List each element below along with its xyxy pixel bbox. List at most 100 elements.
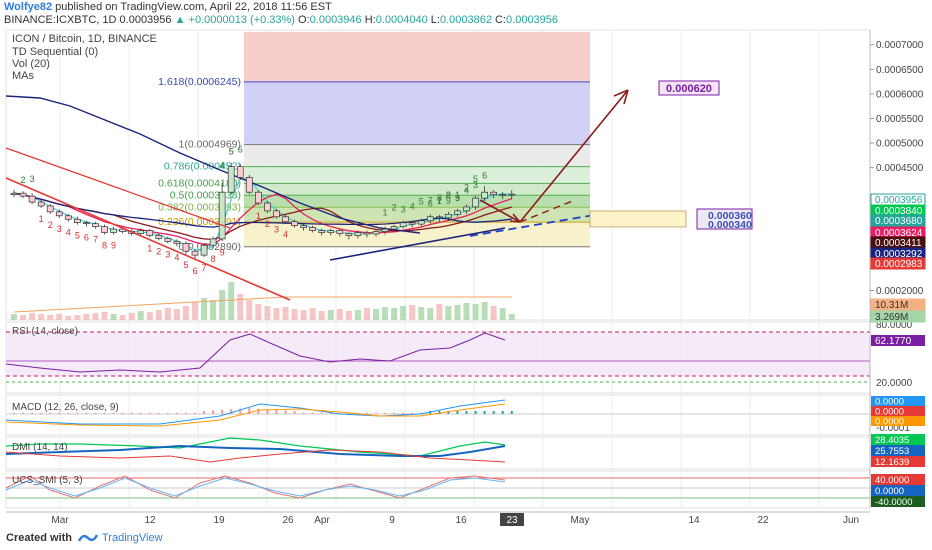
td-up-number: 5 bbox=[473, 174, 478, 184]
price-change: +0.0000013 (+0.33%) bbox=[188, 14, 295, 26]
candle-body bbox=[264, 202, 271, 212]
volume-bar bbox=[101, 312, 108, 320]
dmi-badge bbox=[871, 456, 925, 467]
td-down-number: 5 bbox=[75, 231, 80, 241]
macd-histogram-bar bbox=[284, 410, 287, 414]
candle-body bbox=[354, 232, 362, 236]
td-up-number: 4 bbox=[464, 185, 469, 195]
candle-body bbox=[173, 241, 181, 244]
candle-body bbox=[110, 228, 117, 233]
candle-body bbox=[508, 193, 516, 196]
volume-bar bbox=[228, 282, 235, 320]
candle-body bbox=[209, 238, 217, 246]
volume-bar bbox=[327, 310, 334, 320]
rsi-label: RSI (14, close) bbox=[12, 326, 78, 337]
support-trendline bbox=[329, 227, 506, 261]
volume-bar bbox=[391, 308, 398, 320]
macd-histogram-bar bbox=[221, 409, 224, 414]
macd-histogram-bar bbox=[94, 412, 97, 414]
volume-bar bbox=[454, 305, 461, 320]
price-badge bbox=[870, 310, 926, 323]
td-down-number: 9 bbox=[111, 240, 116, 250]
time-axis[interactable]: Mar 12 19 26 Apr 9 16 23 May 14 22 Jun bbox=[6, 511, 870, 526]
macd-histogram-bar bbox=[492, 411, 495, 414]
volume-bars bbox=[11, 282, 515, 320]
candle-body bbox=[345, 233, 353, 236]
macd-histogram-bar bbox=[248, 408, 251, 414]
candle-body bbox=[164, 238, 172, 242]
candle-body bbox=[490, 191, 497, 196]
dashed-support bbox=[469, 213, 601, 237]
candle-body bbox=[408, 222, 416, 225]
author-name[interactable]: Wolfye82 bbox=[4, 1, 53, 13]
macd-histogram-bar bbox=[22, 412, 25, 414]
tradingview-logo-icon bbox=[78, 534, 98, 542]
candle-body bbox=[318, 230, 326, 233]
price-badge-label: 10.31M bbox=[875, 300, 908, 311]
candle-body bbox=[282, 216, 289, 223]
macd-histogram-bar bbox=[465, 411, 468, 414]
price-badge bbox=[870, 257, 926, 270]
macd-histogram-bar bbox=[103, 412, 106, 414]
candle-body bbox=[19, 192, 27, 197]
macd-signal-line bbox=[5, 403, 506, 427]
time-axis-label: May bbox=[571, 515, 590, 526]
price-badge-label: 3.269M bbox=[875, 312, 908, 323]
candle-body bbox=[363, 232, 371, 235]
td-down-number: 2 bbox=[156, 246, 161, 256]
macd-histogram-bar bbox=[139, 412, 142, 414]
smi-signal-line bbox=[5, 477, 506, 497]
macd-histogram-bar bbox=[112, 412, 115, 414]
tradingview-brand[interactable]: TradingView bbox=[102, 532, 163, 544]
macd-histogram-bar bbox=[483, 411, 486, 414]
fib-zone bbox=[244, 207, 590, 223]
ohlc-line: BINANCE:ICXBTC, 1D 0.0003956 ▲ +0.000001… bbox=[4, 14, 558, 26]
price-badge-label: 0.0003411 bbox=[875, 238, 922, 249]
price-badge-label: 0.0003680 bbox=[875, 216, 923, 227]
volume-bar bbox=[155, 310, 162, 320]
macd-histogram-bar bbox=[40, 412, 43, 414]
macd-badge-label: 0.0000 bbox=[875, 417, 904, 428]
candle-body bbox=[28, 195, 36, 203]
volume-bar bbox=[282, 307, 289, 320]
projection-arrow-up bbox=[519, 89, 629, 223]
macd-badge-label: 0.0000 bbox=[875, 397, 904, 408]
td-up-number: 8 bbox=[437, 193, 442, 203]
legend-item: MAs bbox=[12, 70, 35, 82]
volume-bar bbox=[508, 314, 515, 320]
candle-body bbox=[137, 230, 145, 234]
macd-histogram-bar bbox=[130, 412, 133, 414]
macd-histogram-bar bbox=[175, 412, 178, 414]
candle-body bbox=[83, 222, 90, 225]
td-down-number: 4 bbox=[283, 230, 288, 240]
rsi-band bbox=[6, 332, 870, 376]
macd-histogram-bar bbox=[13, 412, 15, 414]
dmi-label: DMI (14, 14) bbox=[12, 442, 68, 453]
candle-body bbox=[191, 250, 199, 256]
volume-bar bbox=[29, 313, 36, 320]
macd-histogram-bar bbox=[239, 408, 242, 414]
price-badge-label: 0.0003840 bbox=[875, 206, 923, 217]
macd-histogram-bar bbox=[203, 411, 206, 414]
candle-body bbox=[101, 226, 108, 233]
rsi-line bbox=[5, 332, 506, 373]
volume-bar bbox=[20, 315, 27, 320]
support-level-2: 0.000340 bbox=[708, 219, 752, 231]
candle-body bbox=[291, 221, 298, 226]
price-badge-label: 0.0002983 bbox=[875, 259, 923, 270]
price-axis[interactable]: 0.0007000 0.0006500 0.0006000 0.0005500 0.00… bbox=[869, 30, 926, 508]
fib-level-label: 0.618(0.0004180) bbox=[158, 177, 241, 189]
td-up-number: 3 bbox=[401, 205, 406, 215]
candle-body bbox=[445, 213, 452, 219]
axis-tick-label: 0.0006500 bbox=[876, 65, 924, 76]
dashed-resistance bbox=[519, 199, 576, 223]
rsi-badge-label: 62.1770 bbox=[875, 336, 912, 347]
candle-body bbox=[37, 201, 45, 207]
time-axis-label: 9 bbox=[389, 515, 395, 526]
volume-bar bbox=[119, 315, 126, 320]
td-down-number: 5 bbox=[183, 260, 188, 270]
dmi-badge bbox=[871, 445, 925, 456]
price-chart[interactable]: 1.618(0.0006245) 1(0.0004969) 0.786(0.0004… bbox=[0, 28, 932, 528]
fib-level-label: 1.618(0.0006245) bbox=[158, 76, 241, 88]
